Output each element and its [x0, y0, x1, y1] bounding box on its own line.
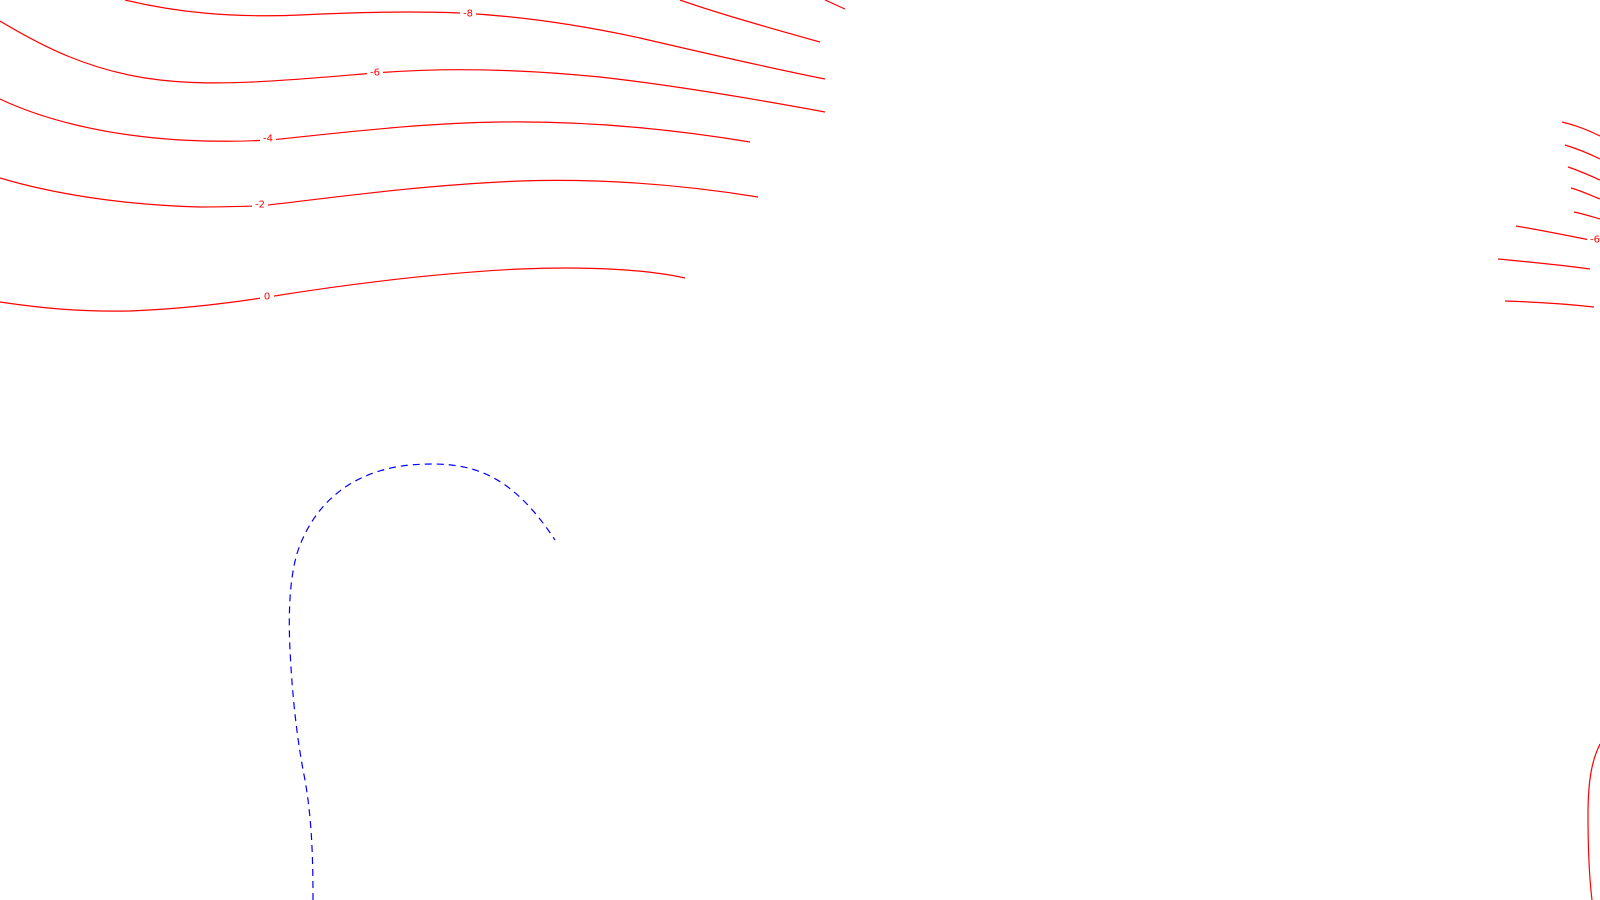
- right-contour-line-bottom: [1587, 743, 1600, 900]
- right-contour-line-3: [1567, 166, 1600, 181]
- contour-label-minus8: -8: [460, 7, 476, 20]
- contour-line-minus2: [0, 177, 759, 208]
- right-contour-line-6: [1515, 225, 1591, 241]
- svg-text:-6: -6: [370, 68, 380, 79]
- svg-text:0: 0: [264, 292, 270, 303]
- right-contour-line-4: [1570, 187, 1600, 200]
- right-contour-line-5: [1573, 211, 1600, 220]
- contour-label-right-minus6: -6: [1587, 234, 1600, 246]
- right-contour-line-2: [1564, 144, 1600, 160]
- contour-label-zero: 0: [260, 290, 274, 303]
- contour-label-minus2: -2: [252, 199, 268, 212]
- svg-text:-8: -8: [463, 9, 473, 20]
- right-contour-line-7: [1497, 258, 1591, 270]
- contour-line-zero: [0, 267, 686, 312]
- contour-line-minus4: [0, 98, 751, 143]
- contour-line-minus6: [0, 20, 826, 113]
- right-contour-line-8: [1504, 300, 1595, 308]
- svg-text:-6: -6: [1590, 235, 1600, 246]
- svg-text:-4: -4: [263, 134, 273, 145]
- contour-label-minus4: -4: [260, 133, 276, 146]
- dashed-contour-line: [288, 463, 556, 900]
- contour-line-upper-right-1: [679, 0, 821, 43]
- contour-line-upper-right-2: [824, 0, 846, 10]
- right-contour-line-1: [1561, 121, 1600, 137]
- svg-text:-2: -2: [255, 200, 265, 211]
- contour-label-minus6: -6: [367, 67, 383, 80]
